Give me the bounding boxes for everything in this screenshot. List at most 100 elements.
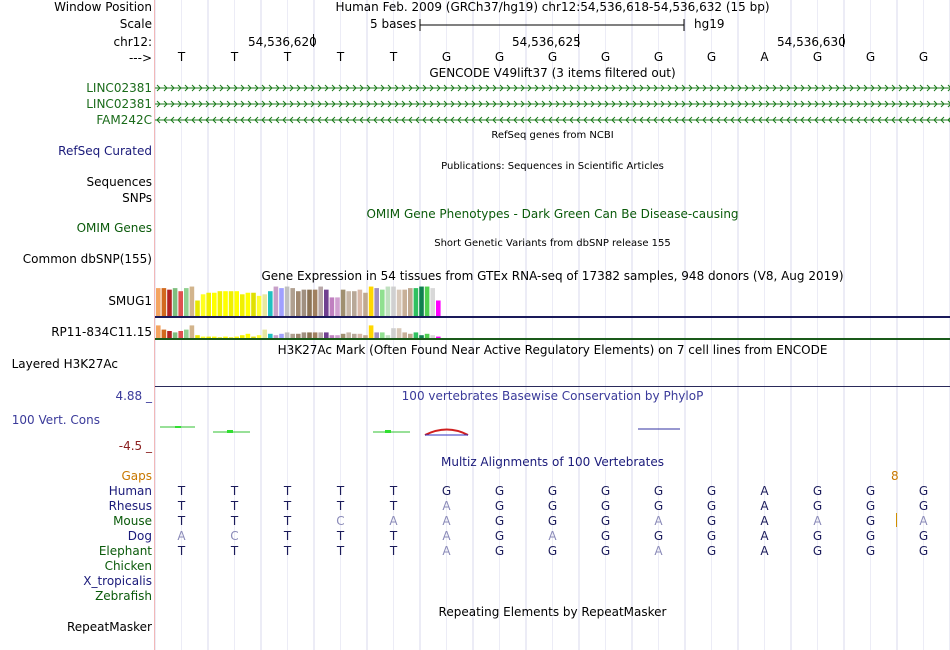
strand-chevron xyxy=(709,116,714,124)
phylop-label[interactable]: 100 Vert. Cons xyxy=(11,413,100,427)
strand-chevron xyxy=(555,84,560,92)
gtex-bar-rp11 xyxy=(335,335,340,338)
gtex-bar-smug1 xyxy=(273,286,279,316)
strand-chevron xyxy=(730,116,735,124)
strand-chevron xyxy=(695,100,700,108)
base-grid xyxy=(155,0,950,650)
dbsnp-label[interactable]: Common dbSNP(155) xyxy=(22,252,152,266)
gtex-gene-smug1[interactable]: SMUG1 xyxy=(108,294,152,308)
gtex-bar-smug1 xyxy=(374,288,379,316)
refseq-title[interactable]: RefSeq genes from NCBI xyxy=(491,130,614,141)
strand-chevron xyxy=(422,116,427,124)
gtex-bar-rp11 xyxy=(413,332,419,338)
gtex-bar-smug1 xyxy=(167,289,172,316)
strand-chevron xyxy=(891,84,896,92)
aligned-base: T xyxy=(283,514,292,528)
phylop-signal[interactable] xyxy=(155,420,950,440)
gtex-bar-smug1 xyxy=(234,291,239,316)
species-label[interactable]: Elephant xyxy=(98,544,152,558)
base-letter: T xyxy=(283,50,292,64)
publications-title[interactable]: Publications: Sequences in Scientific Ar… xyxy=(441,161,664,172)
strand-chevron xyxy=(947,84,950,92)
repeatmasker-title[interactable]: Repeating Elements by RepeatMasker xyxy=(438,605,667,619)
strand-chevron xyxy=(646,84,651,92)
sequences-label[interactable]: Sequences xyxy=(86,175,152,189)
h3k27ac-title[interactable]: H3K27Ac Mark (Often Found Near Active Re… xyxy=(277,343,828,357)
aligned-base: G xyxy=(918,484,929,498)
gtex-bar-rp11 xyxy=(200,336,206,338)
gencode-label-2[interactable]: LINC02381 xyxy=(86,97,152,111)
gencode-features[interactable] xyxy=(155,83,950,127)
strand-chevron xyxy=(338,116,343,124)
h3k27ac-label[interactable]: Layered H3K27Ac xyxy=(11,357,118,371)
strand-chevron xyxy=(240,84,245,92)
snps-label[interactable]: SNPs xyxy=(122,191,152,205)
species-label[interactable]: Mouse xyxy=(113,514,152,528)
gtex-bar-rp11 xyxy=(374,332,379,338)
dbsnp-title[interactable]: Short Genetic Variants from dbSNP releas… xyxy=(434,238,671,249)
strand-chevron xyxy=(758,116,763,124)
species-label[interactable]: Rhesus xyxy=(108,499,152,513)
strand-chevron xyxy=(877,100,882,108)
strand-chevron xyxy=(275,84,280,92)
gtex-bar-smug1 xyxy=(223,291,228,316)
gtex-bar-smug1 xyxy=(161,288,167,316)
strand-chevron xyxy=(856,116,861,124)
strand-chevron xyxy=(884,116,889,124)
strand-chevron xyxy=(814,116,819,124)
coord-tick xyxy=(578,34,579,47)
gtex-gene-rp11[interactable]: RP11-834C11.15 xyxy=(51,325,152,339)
gtex-title[interactable]: Gene Expression in 54 tissues from GTEx … xyxy=(261,269,844,283)
strand-chevron xyxy=(604,84,609,92)
strand-chevron xyxy=(485,100,490,108)
strand-chevron xyxy=(415,116,420,124)
strand-chevron xyxy=(359,100,364,108)
strand-chevron xyxy=(352,100,357,108)
strand-chevron xyxy=(324,84,329,92)
strand-chevron xyxy=(604,100,609,108)
phylop-title[interactable]: 100 vertebrates Basewise Conservation by… xyxy=(401,389,704,403)
strand-chevron xyxy=(548,100,553,108)
aligned-base: G xyxy=(600,499,611,513)
strand-chevron xyxy=(723,116,728,124)
gencode-title[interactable]: GENCODE V49lift37 (3 items filtered out) xyxy=(429,66,676,80)
strand-chevron xyxy=(716,116,721,124)
refseq-label[interactable]: RefSeq Curated xyxy=(58,144,152,158)
strand-chevron xyxy=(226,84,231,92)
gencode-label-1[interactable]: LINC02381 xyxy=(86,81,152,95)
strand-chevron xyxy=(492,116,497,124)
gaps-label[interactable]: Gaps xyxy=(121,469,152,483)
species-label[interactable]: Chicken xyxy=(104,559,152,573)
gencode-label-3[interactable]: FAM242C xyxy=(96,113,152,127)
phylop-max: 4.88 _ xyxy=(115,389,152,403)
strand-chevron xyxy=(303,100,308,108)
strand-chevron xyxy=(366,116,371,124)
gtex-bar-smug1 xyxy=(312,289,318,316)
strand-chevron xyxy=(821,116,826,124)
strand-chevron xyxy=(198,84,203,92)
strand-chevron xyxy=(597,100,602,108)
gtex-expression-chart[interactable] xyxy=(155,283,950,343)
strand-chevron xyxy=(870,84,875,92)
gtex-bar-rp11 xyxy=(195,335,200,338)
repeatmasker-label[interactable]: RepeatMasker xyxy=(66,620,152,634)
gtex-bar-smug1 xyxy=(262,294,267,316)
species-label[interactable]: X_tropicalis xyxy=(83,574,152,588)
gtex-bar-smug1 xyxy=(346,291,351,316)
strand-chevron xyxy=(751,100,756,108)
strand-chevron xyxy=(639,84,644,92)
strand-chevron xyxy=(723,100,728,108)
gtex-bar-rp11 xyxy=(279,333,284,338)
strand-chevron xyxy=(674,100,679,108)
gtex-bar-smug1 xyxy=(200,294,206,316)
multiz-title[interactable]: Multiz Alignments of 100 Vertebrates xyxy=(440,455,665,469)
strand-chevron xyxy=(912,116,917,124)
omim-title[interactable]: OMIM Gene Phenotypes - Dark Green Can Be… xyxy=(366,207,739,221)
strand-chevron xyxy=(261,100,266,108)
omim-label[interactable]: OMIM Genes xyxy=(76,221,152,235)
species-label[interactable]: Human xyxy=(108,484,152,498)
species-label[interactable]: Zebrafish xyxy=(95,589,152,603)
species-label[interactable]: Dog xyxy=(127,529,152,543)
strand-chevron xyxy=(667,100,672,108)
strand-chevron xyxy=(821,100,826,108)
